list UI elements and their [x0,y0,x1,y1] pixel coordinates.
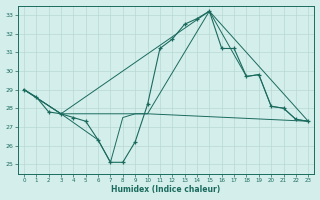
X-axis label: Humidex (Indice chaleur): Humidex (Indice chaleur) [111,185,221,194]
